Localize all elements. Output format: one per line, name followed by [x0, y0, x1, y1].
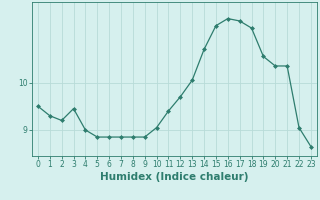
X-axis label: Humidex (Indice chaleur): Humidex (Indice chaleur) — [100, 172, 249, 182]
